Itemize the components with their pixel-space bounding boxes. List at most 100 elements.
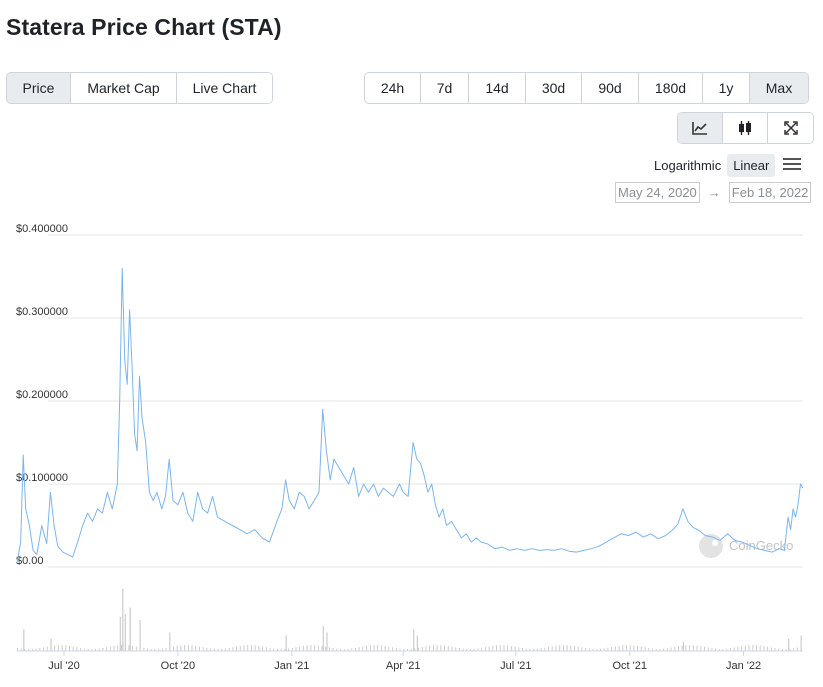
range-1y[interactable]: 1y xyxy=(703,73,750,103)
range-180d[interactable]: 180d xyxy=(639,73,703,103)
volume-bar xyxy=(681,645,683,651)
volume-bar xyxy=(767,646,769,651)
volume-bar xyxy=(796,647,798,651)
volume-bar xyxy=(481,647,483,651)
volume-bar xyxy=(637,645,639,651)
volume-bar xyxy=(652,648,653,651)
volume-bar xyxy=(436,645,438,651)
date-from[interactable]: May 24, 2020 xyxy=(615,182,700,203)
volume-bar xyxy=(76,647,78,651)
volume-bar xyxy=(87,648,89,651)
range-30d[interactable]: 30d xyxy=(526,73,582,103)
volume-bar xyxy=(726,648,728,651)
volume-bar xyxy=(247,645,249,651)
volume-bar xyxy=(551,646,553,651)
volume-bar xyxy=(250,645,252,651)
tab-market-cap[interactable]: Market Cap xyxy=(71,73,177,103)
volume-bar xyxy=(614,646,616,651)
arrow-right-icon: → xyxy=(707,185,721,200)
y-tick-label: $0.300000 xyxy=(16,306,68,318)
range-14d[interactable]: 14d xyxy=(469,73,526,103)
volume-bar xyxy=(763,646,765,651)
volume-bar xyxy=(109,646,111,651)
volume-bar xyxy=(458,648,460,651)
range-24h[interactable]: 24h xyxy=(365,73,421,103)
volume-bar xyxy=(789,648,791,651)
volume-bar xyxy=(503,645,505,651)
volume-bar xyxy=(61,645,63,651)
range-max[interactable]: Max xyxy=(750,73,808,103)
tab-live-chart[interactable]: Live Chart xyxy=(177,73,272,103)
volume-bar xyxy=(139,620,141,651)
volume-bar xyxy=(414,648,416,651)
volume-bar xyxy=(69,645,70,651)
volume-bar xyxy=(199,646,200,651)
volume-bar xyxy=(752,645,754,651)
volume-bar xyxy=(173,646,174,651)
line-view-button[interactable] xyxy=(678,113,723,143)
volume-bar xyxy=(57,645,59,651)
volume-bar xyxy=(711,648,713,651)
volume-bar xyxy=(782,648,783,651)
candlestick-view-button[interactable] xyxy=(723,113,768,143)
volume-bar xyxy=(562,645,564,651)
volume-bar xyxy=(106,647,108,651)
volume-bar xyxy=(373,645,375,651)
volume-bar xyxy=(91,649,93,651)
range-90d[interactable]: 90d xyxy=(582,73,639,103)
volume-bar xyxy=(39,647,41,651)
volume-bar xyxy=(570,645,572,651)
volume-bar xyxy=(399,648,401,651)
volume-bar xyxy=(622,645,624,651)
volume-bar xyxy=(429,645,431,651)
x-tick-label: Jan '22 xyxy=(726,660,761,672)
volume-bar xyxy=(314,645,316,651)
volume-bar xyxy=(440,645,442,651)
date-to[interactable]: Feb 18, 2022 xyxy=(728,182,812,203)
volume-bar xyxy=(744,645,746,651)
volume-bar xyxy=(306,645,308,651)
volume-bar xyxy=(492,645,494,651)
volume-bar xyxy=(778,648,780,651)
volume-bar xyxy=(737,646,739,651)
volume-bar xyxy=(533,648,535,651)
fullscreen-icon xyxy=(783,121,798,135)
volume-bar xyxy=(663,648,665,651)
volume-bar xyxy=(529,648,531,651)
volume-bar xyxy=(659,648,661,651)
volume-bar xyxy=(655,648,657,651)
hamburger-menu-icon[interactable] xyxy=(783,158,801,172)
volume-bar xyxy=(388,646,390,651)
volume-bar xyxy=(733,647,735,651)
volume-bar xyxy=(540,648,542,651)
volume-bar xyxy=(774,648,776,651)
volume-bar xyxy=(685,645,687,651)
volume-bar xyxy=(20,648,22,651)
volume-bar xyxy=(418,647,419,651)
volume-bar xyxy=(596,648,598,651)
volume-bar xyxy=(117,645,119,651)
tab-price[interactable]: Price xyxy=(7,73,71,103)
fullscreen-button[interactable] xyxy=(768,113,813,143)
logarithmic-option[interactable]: Logarithmic xyxy=(654,158,722,173)
range-7d[interactable]: 7d xyxy=(421,73,469,103)
volume-bar xyxy=(224,648,226,651)
volume-bar xyxy=(332,647,334,651)
linear-option[interactable]: Linear xyxy=(727,154,776,177)
volume-bar xyxy=(184,645,186,651)
volume-bar xyxy=(217,648,219,651)
volume-bar xyxy=(380,645,382,651)
volume-bar xyxy=(499,645,501,651)
y-tick-label: $0.400000 xyxy=(16,223,68,235)
volume-bar xyxy=(165,647,167,651)
volume-bar xyxy=(369,645,371,651)
volume-bar xyxy=(525,648,527,651)
volume-bar xyxy=(176,645,178,651)
volume-bar xyxy=(119,616,121,651)
volume-bar xyxy=(496,645,497,651)
volume-bar xyxy=(321,645,323,651)
volume-bar xyxy=(548,647,549,651)
volume-bar xyxy=(629,645,631,651)
volume-bar xyxy=(644,647,646,651)
volume-bar xyxy=(696,645,698,651)
